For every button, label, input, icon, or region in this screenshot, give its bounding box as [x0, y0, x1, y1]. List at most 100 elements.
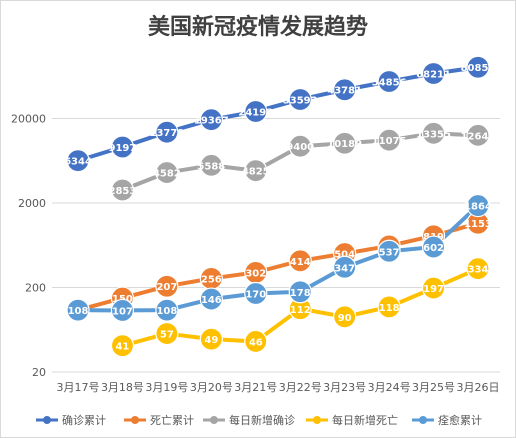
data-label: 170 [245, 289, 266, 300]
data-label: 68211 [416, 69, 451, 80]
data-point [288, 249, 312, 273]
data-label: 1153 [464, 219, 492, 230]
data-label: 256 [201, 274, 222, 285]
data-label: 6344 [64, 157, 92, 168]
data-label: 9197 [109, 143, 137, 154]
legend-entry: 死亡累计 [150, 413, 194, 427]
data-label: 2853 [109, 186, 137, 197]
series-line-1 [76, 221, 480, 313]
series-markers: 6344 9197 13779 19367 24192 33592 43781 54856 68… [64, 55, 496, 358]
data-label: 10189 [327, 139, 362, 150]
legend-marker [313, 416, 321, 424]
data-point [377, 128, 401, 152]
x-tick-label: 3月26日 [457, 381, 500, 394]
legend-marker [419, 416, 427, 424]
data-label: 4582 [153, 169, 181, 180]
data-label: 207 [156, 282, 177, 293]
x-tick-label: 3月23号 [323, 381, 366, 394]
data-point [199, 327, 223, 351]
data-label: 1864 [464, 202, 492, 213]
legend-entry: 每日新增确诊 [229, 413, 295, 427]
legend-entry: 确诊累计 [62, 413, 106, 427]
chart-title: 美国新冠疫情发展趋势 [148, 14, 368, 40]
data-point [155, 298, 179, 322]
y-tick-label: 2000 [18, 197, 46, 210]
legend-marker [131, 416, 139, 424]
data-label: 46 [249, 337, 263, 348]
data-point [110, 135, 135, 159]
x-tick-label: 3月18号 [101, 381, 144, 394]
data-point [155, 274, 179, 298]
data-point [155, 120, 179, 144]
data-point [466, 55, 490, 79]
data-label: 19367 [194, 116, 229, 127]
legend-entry: 痊愈累计 [438, 413, 482, 427]
data-label: 57 [160, 330, 174, 341]
data-label: 13355 [416, 129, 451, 140]
data-point [244, 281, 268, 306]
data-label: 414 [290, 257, 311, 268]
data-point [288, 280, 312, 304]
data-label: 90 [338, 313, 352, 324]
x-tick-label: 3月20号 [190, 381, 233, 394]
y-tick-labels: 20 200 2000 20000 [11, 113, 46, 380]
x-tick-label: 3月19号 [145, 381, 188, 394]
data-label: 112 [290, 305, 311, 316]
data-point [199, 108, 223, 132]
data-point [377, 239, 401, 263]
data-label: 108 [68, 306, 89, 317]
data-label: 118 [379, 303, 400, 314]
data-point [333, 305, 357, 329]
series-line-4 [76, 203, 480, 313]
data-label: 5588 [197, 161, 225, 172]
y-tick-label: 200 [25, 282, 46, 295]
data-point [110, 298, 135, 323]
data-label: 54856 [372, 77, 407, 88]
x-tick-label: 3月17号 [57, 381, 100, 394]
data-point [333, 78, 357, 102]
data-label: 43781 [327, 86, 362, 97]
data-point [333, 255, 357, 279]
x-tick-label: 3月22号 [279, 381, 322, 394]
data-point [66, 149, 90, 173]
data-label: 197 [423, 284, 444, 295]
data-point [421, 276, 446, 300]
data-point [377, 69, 401, 94]
data-point [244, 329, 268, 354]
data-label: 178 [290, 288, 311, 299]
data-label: 13779 [149, 128, 184, 139]
data-label: 108 [156, 306, 177, 317]
data-label: 41 [115, 342, 129, 353]
legend-marker [210, 416, 218, 424]
data-point [199, 287, 223, 311]
data-point [199, 153, 223, 177]
data-point [466, 123, 490, 147]
data-point [288, 134, 312, 158]
data-label: 107 [112, 306, 133, 317]
data-point [244, 99, 268, 124]
data-label: 602 [423, 243, 444, 254]
data-label: 504 [334, 250, 355, 261]
data-label: 302 [245, 268, 266, 279]
legend-entry: 每日新增死亡 [332, 413, 398, 427]
legend: 确诊累计 死亡累计 每日新增确诊 每日新增死亡 痊愈累计 [36, 413, 482, 427]
data-label: 49 [204, 335, 218, 346]
data-point [110, 334, 135, 358]
data-point [155, 321, 179, 346]
data-label: 537 [379, 247, 400, 258]
data-point [466, 257, 490, 281]
data-point [155, 160, 179, 185]
data-label: 12643 [461, 131, 496, 142]
data-label: 24192 [238, 108, 273, 119]
x-tick-label: 3月25号 [412, 381, 455, 394]
data-label: 146 [201, 295, 222, 306]
data-label: 33592 [283, 95, 318, 106]
data-point [333, 131, 357, 155]
data-label: 80854 [461, 63, 496, 74]
y-tick-label: 20000 [11, 113, 46, 126]
data-point [377, 295, 401, 319]
data-label: 4825 [242, 167, 270, 178]
x-tick-labels: 3月17号 3月18号 3月19号 3月20号 3月21号 3月22号 3月23号 3月24号… [57, 381, 500, 394]
data-label: 11075 [372, 136, 407, 147]
